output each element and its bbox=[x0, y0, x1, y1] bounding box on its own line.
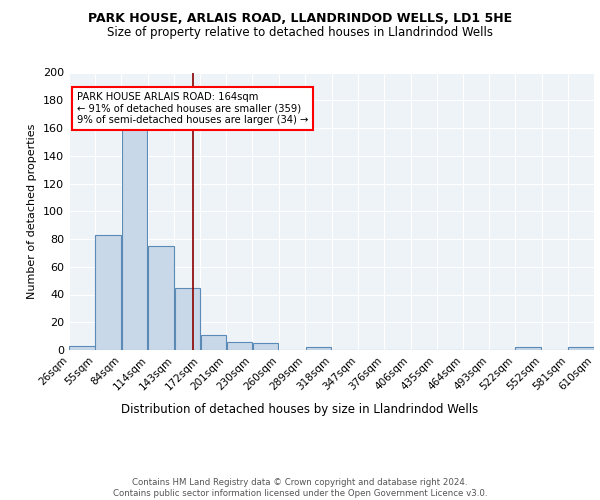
Text: Distribution of detached houses by size in Llandrindod Wells: Distribution of detached houses by size … bbox=[121, 402, 479, 415]
Bar bbox=[227, 342, 252, 350]
Text: Size of property relative to detached houses in Llandrindod Wells: Size of property relative to detached ho… bbox=[107, 26, 493, 39]
Bar bbox=[122, 125, 147, 350]
Bar bbox=[70, 346, 95, 350]
Bar bbox=[253, 343, 278, 350]
Text: PARK HOUSE ARLAIS ROAD: 164sqm
← 91% of detached houses are smaller (359)
9% of : PARK HOUSE ARLAIS ROAD: 164sqm ← 91% of … bbox=[77, 92, 308, 125]
Bar bbox=[515, 347, 541, 350]
Y-axis label: Number of detached properties: Number of detached properties bbox=[28, 124, 37, 299]
Text: PARK HOUSE, ARLAIS ROAD, LLANDRINDOD WELLS, LD1 5HE: PARK HOUSE, ARLAIS ROAD, LLANDRINDOD WEL… bbox=[88, 12, 512, 26]
Text: Contains HM Land Registry data © Crown copyright and database right 2024.
Contai: Contains HM Land Registry data © Crown c… bbox=[113, 478, 487, 498]
Bar bbox=[95, 235, 121, 350]
Bar bbox=[306, 347, 331, 350]
Bar bbox=[200, 334, 226, 350]
Bar bbox=[175, 288, 200, 350]
Bar bbox=[568, 347, 593, 350]
Bar bbox=[148, 246, 174, 350]
